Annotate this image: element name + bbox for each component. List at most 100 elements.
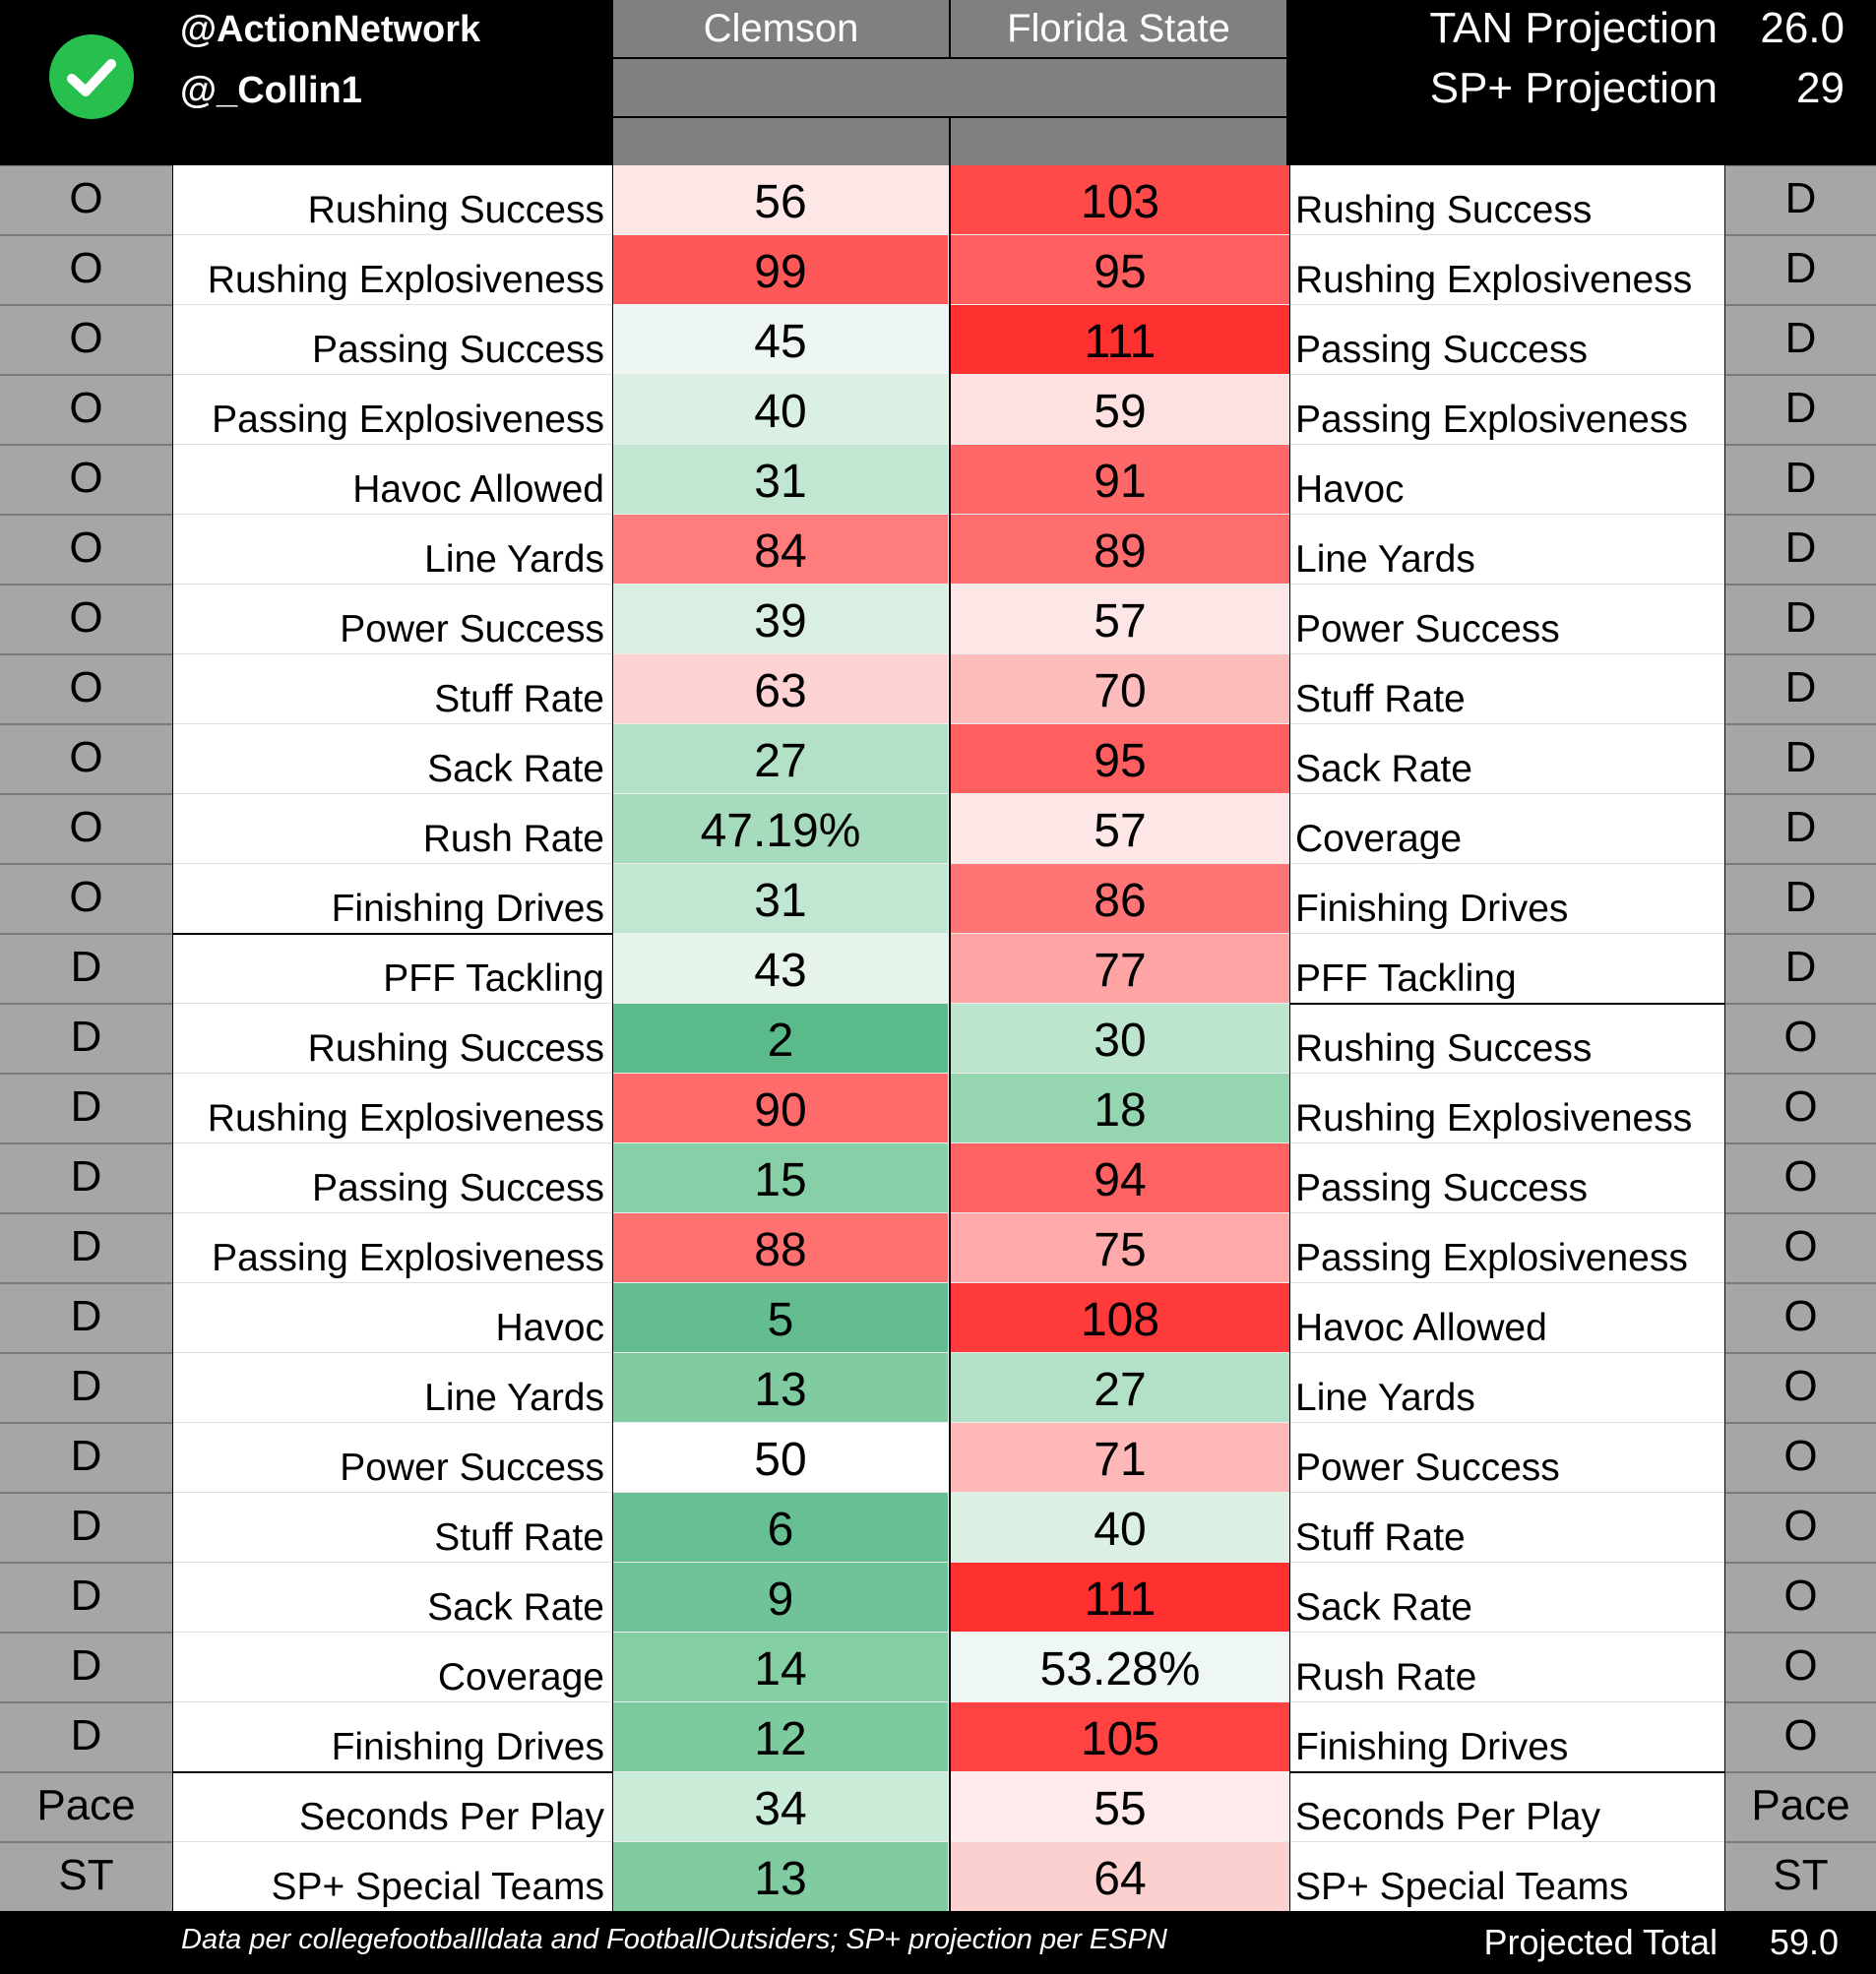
table-row: O Power Success 39 57 Power Success D [0, 585, 1876, 654]
footer: Data per collegefootballldata and Footba… [0, 1911, 1876, 1974]
stat-label-left: Sack Rate [173, 724, 612, 794]
table-row: O Rush Rate 47.19% 57 Coverage D [0, 794, 1876, 864]
team-header-left [613, 0, 949, 57]
stat-label-left: Stuff Rate [173, 1493, 612, 1563]
handle-collin: @_Collin1 [180, 70, 362, 111]
stat-label-left: Power Success [173, 1423, 612, 1493]
rank-florida-state: 77 [951, 934, 1289, 1004]
pace-divider-right [1290, 1771, 1725, 1773]
rank-florida-state: 91 [951, 445, 1289, 515]
unit-left: D [0, 1702, 172, 1772]
rank-florida-state: 53.28% [951, 1633, 1289, 1702]
stat-label-right: Finishing Drives [1290, 1702, 1724, 1772]
rank-clemson: 34 [613, 1772, 949, 1842]
table-row: D Power Success 50 71 Power Success O [0, 1423, 1876, 1493]
rank-florida-state: 111 [951, 305, 1289, 375]
section-divider-left [172, 933, 612, 935]
rank-clemson: 50 [613, 1423, 949, 1493]
stat-label-right: Passing Explosiveness [1290, 375, 1724, 445]
stat-label-left: Coverage [173, 1633, 612, 1702]
stat-label-left: Finishing Drives [173, 864, 612, 934]
rank-florida-state: 75 [951, 1213, 1289, 1283]
rank-florida-state: 55 [951, 1772, 1289, 1842]
unit-left: O [0, 724, 172, 794]
unit-right: D [1725, 445, 1876, 515]
unit-right: D [1725, 305, 1876, 375]
unit-left: D [0, 1353, 172, 1423]
rank-clemson: 13 [613, 1842, 949, 1912]
rank-florida-state: 70 [951, 654, 1289, 724]
rank-florida-state: 108 [951, 1283, 1289, 1353]
unit-right: O [1725, 1423, 1876, 1493]
team-name-left: Clemson [703, 7, 859, 50]
rank-florida-state: 105 [951, 1702, 1289, 1772]
table-row: D Coverage 14 53.28% Rush Rate O [0, 1633, 1876, 1702]
rank-clemson: 2 [613, 1004, 949, 1074]
table-row: D Line Yards 13 27 Line Yards O [0, 1353, 1876, 1423]
stat-label-left: Passing Success [173, 305, 612, 375]
unit-right: O [1725, 1004, 1876, 1074]
stat-label-right: Passing Success [1290, 1143, 1724, 1213]
unit-right: O [1725, 1353, 1876, 1423]
rank-florida-state: 86 [951, 864, 1289, 934]
header: @ActionNetwork @_Collin1 Clemson Florida… [0, 0, 1876, 165]
stat-label-left: Passing Explosiveness [173, 375, 612, 445]
unit-left: ST [0, 1842, 172, 1912]
table-row: D Passing Success 15 94 Passing Success O [0, 1143, 1876, 1213]
rank-florida-state: 57 [951, 585, 1289, 654]
table-row: D Havoc 5 108 Havoc Allowed O [0, 1283, 1876, 1353]
unit-right: D [1725, 934, 1876, 1004]
stat-label-right: Passing Success [1290, 305, 1724, 375]
stat-label-right: Power Success [1290, 1423, 1724, 1493]
rank-clemson: 39 [613, 585, 949, 654]
stat-label-left: Seconds Per Play [173, 1772, 612, 1842]
team-header-right [951, 0, 1286, 57]
rank-clemson: 45 [613, 305, 949, 375]
rank-florida-state: 40 [951, 1493, 1289, 1563]
unit-left: O [0, 654, 172, 724]
unit-left: O [0, 375, 172, 445]
unit-left: D [0, 1004, 172, 1074]
unit-right: D [1725, 654, 1876, 724]
rank-florida-state: 71 [951, 1423, 1289, 1493]
unit-left: D [0, 1074, 172, 1143]
stat-label-right: Rushing Explosiveness [1290, 1074, 1724, 1143]
projected-total-value: 59.0 [1769, 1922, 1839, 1962]
stat-label-left: Stuff Rate [173, 654, 612, 724]
unit-left: O [0, 585, 172, 654]
unit-right: Pace [1725, 1772, 1876, 1842]
stat-label-left: Havoc [173, 1283, 612, 1353]
unit-right: O [1725, 1563, 1876, 1633]
unit-left: D [0, 1143, 172, 1213]
table-row: D PFF Tackling 43 77 PFF Tackling D [0, 934, 1876, 1004]
tan-projection-label: TAN Projection [1429, 4, 1718, 52]
stat-label-right: Havoc Allowed [1290, 1283, 1724, 1353]
table-row: D Finishing Drives 12 105 Finishing Drives O [0, 1702, 1876, 1772]
stat-label-right: Sack Rate [1290, 1563, 1724, 1633]
stat-label-right: Stuff Rate [1290, 1493, 1724, 1563]
unit-right: D [1725, 375, 1876, 445]
rank-clemson: 12 [613, 1702, 949, 1772]
stat-label-right: Line Yards [1290, 1353, 1724, 1423]
unit-right: D [1725, 794, 1876, 864]
pace-divider-left [172, 1771, 612, 1773]
table-row: D Stuff Rate 6 40 Stuff Rate O [0, 1493, 1876, 1563]
rank-clemson: 40 [613, 375, 949, 445]
table-row: O Stuff Rate 63 70 Stuff Rate D [0, 654, 1876, 724]
unit-right: D [1725, 585, 1876, 654]
unit-left: D [0, 1563, 172, 1633]
rank-clemson: 9 [613, 1563, 949, 1633]
table-row: O Passing Explosiveness 40 59 Passing Explos… [0, 375, 1876, 445]
unit-left: D [0, 1423, 172, 1493]
unit-left: D [0, 1283, 172, 1353]
stat-label-right: Rushing Success [1290, 1004, 1724, 1074]
rank-clemson: 88 [613, 1213, 949, 1283]
rank-clemson: 5 [613, 1283, 949, 1353]
table-row: Pace Seconds Per Play 34 55 Seconds Per Play… [0, 1772, 1876, 1842]
unit-left: D [0, 1633, 172, 1702]
unit-right: O [1725, 1493, 1876, 1563]
rank-florida-state: 95 [951, 724, 1289, 794]
rank-florida-state: 103 [951, 165, 1289, 235]
unit-left: O [0, 165, 172, 235]
table-row: O Passing Success 45 111 Passing Success D [0, 305, 1876, 375]
